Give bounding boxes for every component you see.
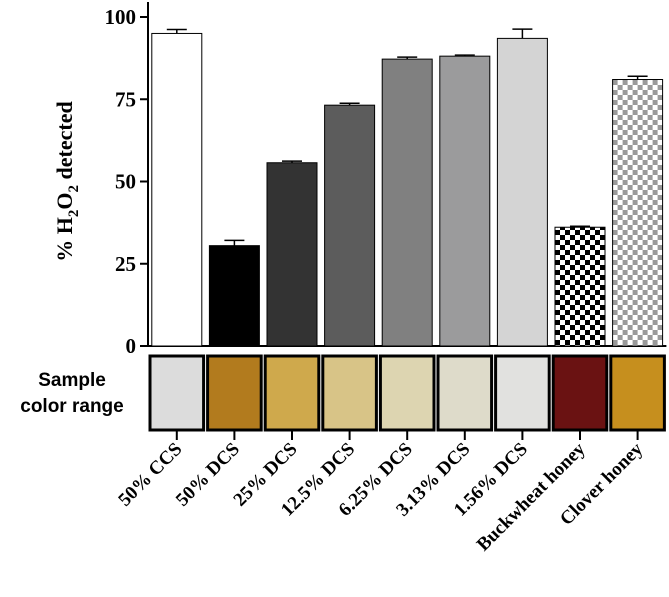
bar — [151, 32, 203, 347]
y-tick-label: 100 — [105, 5, 137, 29]
bar — [496, 37, 548, 347]
color-swatch — [609, 354, 666, 432]
y-tick-label: 50 — [115, 170, 136, 194]
color-swatch — [263, 354, 321, 432]
bar — [554, 226, 606, 347]
x-tick-label: Buckwheat honey — [473, 438, 590, 555]
color-swatch — [148, 354, 206, 432]
y-tick-label: 25 — [115, 252, 136, 276]
bar — [381, 58, 433, 347]
bar — [266, 162, 318, 347]
color-swatch — [321, 354, 378, 432]
bar — [324, 104, 376, 347]
swatch-label: Sample — [38, 370, 106, 391]
color-swatch — [206, 354, 263, 432]
bar — [612, 79, 664, 347]
y-axis-title: % H2O2 detected — [52, 101, 82, 261]
color-swatch — [494, 354, 551, 432]
swatch-label: color range — [20, 396, 123, 417]
y-tick-label: 0 — [126, 334, 137, 358]
color-swatch — [378, 354, 436, 432]
bar — [439, 55, 491, 347]
y-tick-label: 75 — [115, 87, 136, 111]
bar — [208, 245, 260, 347]
color-swatch — [551, 354, 609, 432]
color-swatch — [436, 354, 494, 432]
